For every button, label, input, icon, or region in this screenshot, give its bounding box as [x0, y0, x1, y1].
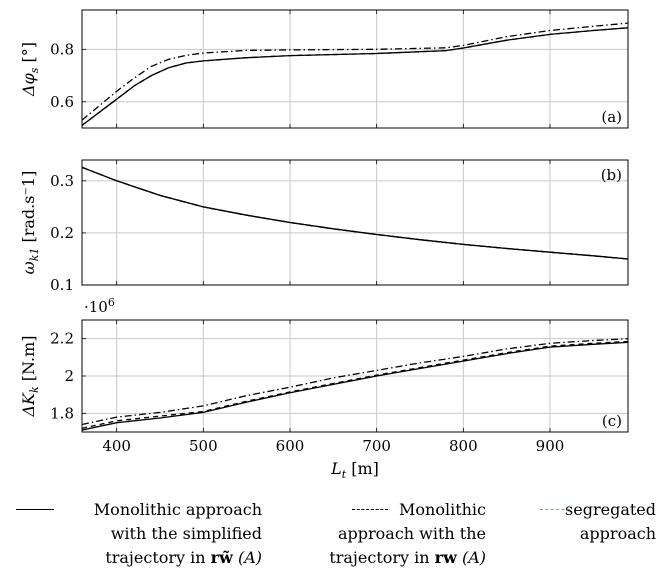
- legend-item-monolithic: Monolithic approach with the trajectory …: [270, 498, 486, 570]
- x-tick-label: 900: [536, 437, 565, 455]
- series-line-dashdot: [82, 338, 628, 426]
- legend-label-line1: Monolithic approach: [93, 500, 262, 519]
- legend-sample-solid: [16, 509, 54, 510]
- legend-item-segregated: segregated approach: [540, 498, 656, 546]
- series-line-solid: [82, 27, 628, 126]
- series-line-dashed: [82, 340, 628, 429]
- panel-b: 0.1 0.2 0.3 (b) ωk1 [rad.s⁻1]: [19, 159, 629, 294]
- x-axis-label: Lt [m]: [330, 459, 379, 481]
- y-tick-label: 0.1: [50, 276, 74, 294]
- y-tick-label: 2: [64, 367, 74, 385]
- legend-label-line2: with the simplified: [110, 524, 262, 543]
- series-line-dashdot: [82, 166, 628, 260]
- legend-sample-dashdot: [540, 509, 570, 510]
- panel-tag: (c): [602, 412, 622, 430]
- y-tick-label: 0.3: [50, 172, 74, 190]
- x-tick-label: 500: [189, 437, 218, 455]
- x-tick-label: 700: [362, 437, 391, 455]
- y-tick-label: 0.8: [50, 40, 74, 58]
- plot-frame: [81, 319, 629, 433]
- legend-label-line2: approach with the: [337, 524, 486, 543]
- legend: Monolithic approach with the simplified …: [0, 498, 666, 581]
- legend-label-line2: approach: [579, 524, 656, 543]
- legend-label-line3: trajectory in rw̃ (A): [105, 548, 262, 567]
- series-line-solid: [82, 341, 628, 431]
- legend-sample-dashed: [352, 509, 388, 510]
- plot-frame: [81, 9, 629, 129]
- y-tick-label: 1.8: [50, 404, 74, 422]
- legend-item-monolithic-simplified: Monolithic approach with the simplified …: [16, 498, 262, 570]
- y-axis-label: ωk1 [rad.s⁻1]: [19, 171, 41, 275]
- panel-c: 400 500 600 700 800 900 1.8 2 2.2 (c) ΔKk [N.m] ·10…: [19, 296, 629, 481]
- y-tick-label: 0.6: [50, 93, 74, 111]
- panel-a: 0.6 0.8 (a) Δφs [°]: [19, 9, 629, 129]
- x-tick-label: 600: [276, 437, 305, 455]
- legend-label-line3: trajectory in rw (A): [329, 548, 486, 567]
- x-tick-label: 400: [102, 437, 131, 455]
- panel-tag: (a): [601, 108, 622, 126]
- panel-tag: (b): [601, 166, 622, 184]
- legend-label-line1: Monolithic: [399, 500, 486, 519]
- y-axis-label: Δφs [°]: [19, 42, 41, 97]
- y-axis-label: ΔKk [N.m]: [19, 336, 41, 418]
- legend-label-line1: segregated: [565, 500, 656, 519]
- plot-frame: [81, 159, 629, 286]
- series-line-dashdot: [82, 22, 628, 121]
- scale-note: ·106: [84, 296, 115, 316]
- x-tick-label: 800: [449, 437, 478, 455]
- series-line-dashed: [82, 27, 628, 126]
- y-tick-label: 2.2: [50, 330, 74, 348]
- y-tick-label: 0.2: [50, 224, 74, 242]
